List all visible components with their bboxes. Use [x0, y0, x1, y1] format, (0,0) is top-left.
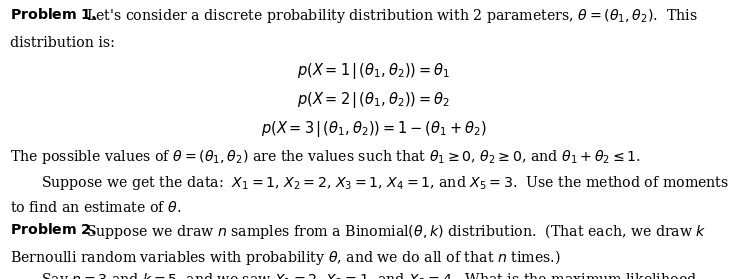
Text: Say $n = 3$ and $k = 5$, and we saw $X_1 = 2$, $X_2 = 1$, and $X_3 = 4$.  What i: Say $n = 3$ and $k = 5$, and we saw $X_1… [41, 271, 697, 279]
Text: distribution is:: distribution is: [10, 36, 115, 50]
Text: Suppose we draw $n$ samples from a Binomial$(\theta,k)$ distribution.  (That eac: Suppose we draw $n$ samples from a Binom… [86, 222, 707, 241]
Text: Bernoulli random variables with probability $\theta$, and we do all of that $n$ : Bernoulli random variables with probabil… [10, 248, 560, 267]
Text: $p(X = 2\,|\,(\theta_1, \theta_2)) = \theta_2$: $p(X = 2\,|\,(\theta_1, \theta_2)) = \th… [297, 90, 450, 110]
Text: $\mathbf{Problem\ 1.}$: $\mathbf{Problem\ 1.}$ [10, 7, 96, 22]
Text: Suppose we get the data:  $X_1 = 1$, $X_2 = 2$, $X_3 = 1$, $X_4 = 1$, and $X_5 =: Suppose we get the data: $X_1 = 1$, $X_2… [41, 174, 729, 193]
Text: to find an estimate of $\theta$.: to find an estimate of $\theta$. [10, 200, 181, 215]
Text: $\mathbf{Problem\ 2.}$: $\mathbf{Problem\ 2.}$ [10, 222, 96, 237]
Text: $p(X = 3\,|\,(\theta_1, \theta_2)) = 1 - (\theta_1 + \theta_2)$: $p(X = 3\,|\,(\theta_1, \theta_2)) = 1 -… [261, 119, 486, 140]
Text: $p(X = 1\,|\,(\theta_1, \theta_2)) = \theta_1$: $p(X = 1\,|\,(\theta_1, \theta_2)) = \th… [297, 61, 450, 81]
Text: The possible values of $\theta = (\theta_1, \theta_2)$ are the values such that : The possible values of $\theta = (\theta… [10, 148, 641, 167]
Text: Let's consider a discrete probability distribution with 2 parameters, $\theta = : Let's consider a discrete probability di… [86, 7, 698, 25]
